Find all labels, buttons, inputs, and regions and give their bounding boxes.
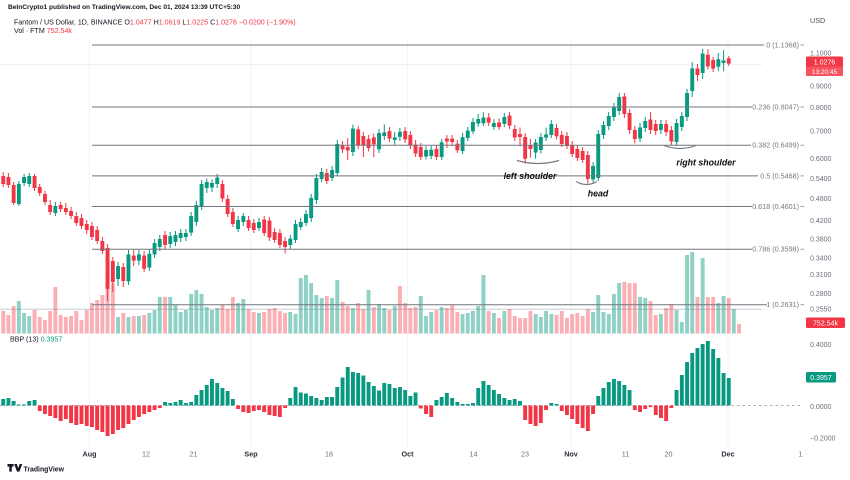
svg-text:BeInCrypto1 published on Tradi: BeInCrypto1 published on TradingView.com… bbox=[8, 4, 240, 11]
svg-text:Oct: Oct bbox=[402, 450, 415, 459]
svg-text:0.5400: 0.5400 bbox=[810, 176, 832, 183]
svg-text:0.5 (0.5468): 0.5 (0.5468) bbox=[760, 171, 799, 180]
svg-text:0.4800: 0.4800 bbox=[810, 196, 832, 203]
svg-text:0.3100: 0.3100 bbox=[810, 272, 832, 279]
svg-text:0.2550: 0.2550 bbox=[810, 307, 832, 314]
svg-text:1.1000: 1.1000 bbox=[810, 51, 832, 58]
svg-text:16: 16 bbox=[325, 450, 333, 459]
svg-text:0.2800: 0.2800 bbox=[810, 291, 832, 298]
svg-text:0.3400: 0.3400 bbox=[810, 256, 832, 263]
svg-text:20: 20 bbox=[665, 450, 673, 459]
svg-text:12: 12 bbox=[142, 450, 150, 459]
svg-text:0.4000: 0.4000 bbox=[810, 342, 832, 349]
svg-text:23: 23 bbox=[521, 450, 529, 459]
svg-text:BBP (13) 0.3957: BBP (13) 0.3957 bbox=[10, 336, 62, 344]
svg-text:Aug: Aug bbox=[83, 450, 97, 459]
svg-text:Fantom / US Dollar, 1D, BINANC: Fantom / US Dollar, 1D, BINANCE O1.0477 … bbox=[14, 19, 296, 27]
svg-text:1: 1 bbox=[799, 450, 803, 459]
svg-text:11: 11 bbox=[622, 450, 629, 459]
svg-text:0.618 (0.4601): 0.618 (0.4601) bbox=[752, 202, 799, 211]
svg-text:Sep: Sep bbox=[244, 450, 258, 459]
svg-text:0.6000: 0.6000 bbox=[810, 156, 832, 163]
svg-text:1 (0.2631): 1 (0.2631) bbox=[766, 300, 799, 309]
svg-text:21: 21 bbox=[190, 450, 198, 459]
svg-text:left shoulder: left shoulder bbox=[504, 171, 557, 181]
svg-text:0.236 (0.8047): 0.236 (0.8047) bbox=[752, 102, 799, 111]
svg-text:Nov: Nov bbox=[564, 450, 578, 459]
svg-text:−0.2000: −0.2000 bbox=[810, 436, 836, 443]
svg-text:0.0000: 0.0000 bbox=[810, 404, 832, 411]
svg-text:0.3800: 0.3800 bbox=[810, 237, 832, 244]
svg-text:0.7000: 0.7000 bbox=[810, 129, 832, 136]
svg-text:0.786 (0.3598): 0.786 (0.3598) bbox=[752, 245, 799, 254]
svg-text:13:20:45: 13:20:45 bbox=[812, 69, 838, 76]
svg-text:Vol · FTM 752.54k: Vol · FTM 752.54k bbox=[14, 27, 72, 35]
svg-text:1.0276: 1.0276 bbox=[814, 60, 836, 67]
svg-text:0.9000: 0.9000 bbox=[810, 84, 832, 91]
svg-text:Dec: Dec bbox=[721, 450, 734, 459]
svg-text:0 (1.1368): 0 (1.1368) bbox=[766, 40, 799, 49]
svg-text:14: 14 bbox=[470, 450, 478, 459]
svg-text:0.3957: 0.3957 bbox=[810, 375, 832, 382]
svg-text:USD: USD bbox=[810, 16, 825, 25]
svg-text:head: head bbox=[588, 189, 609, 199]
svg-text:0.382 (0.6499): 0.382 (0.6499) bbox=[752, 141, 799, 150]
svg-text:TradingView: TradingView bbox=[24, 466, 65, 473]
svg-text:right shoulder: right shoulder bbox=[676, 158, 736, 168]
svg-text:0.4200: 0.4200 bbox=[810, 218, 832, 225]
svg-text:752.54k: 752.54k bbox=[813, 321, 838, 328]
svg-text:0.8000: 0.8000 bbox=[810, 105, 832, 112]
